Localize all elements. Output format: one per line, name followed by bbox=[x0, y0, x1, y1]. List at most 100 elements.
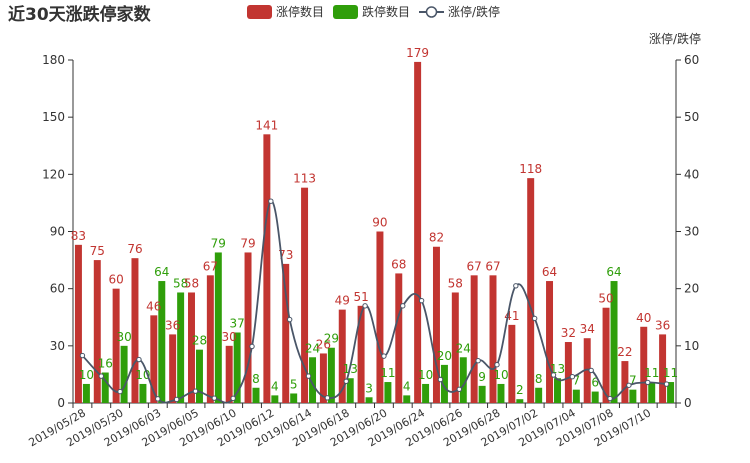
bar-up-label: 179 bbox=[406, 46, 429, 60]
bar-down bbox=[554, 378, 561, 403]
bar-down-label: 58 bbox=[173, 276, 188, 290]
ratio-point bbox=[79, 352, 86, 359]
bar-down-label: 10 bbox=[493, 368, 508, 382]
bar-down-label: 64 bbox=[154, 265, 169, 279]
bar-down-label: 3 bbox=[365, 381, 373, 395]
bar-up bbox=[376, 231, 384, 403]
bar-down bbox=[327, 347, 335, 403]
ratio-point bbox=[513, 283, 519, 289]
bar-up bbox=[640, 326, 648, 403]
bar-down-label: 5 bbox=[290, 377, 298, 391]
y-tick-label: 60 bbox=[50, 282, 65, 296]
ratio-point bbox=[607, 395, 613, 402]
bar-up bbox=[112, 288, 120, 403]
bar-down-label: 6 bbox=[591, 376, 599, 390]
y2-tick-label: 40 bbox=[684, 167, 699, 181]
y-tick-label: 0 bbox=[57, 396, 65, 410]
ratio-point bbox=[155, 396, 161, 402]
bar-down bbox=[346, 378, 354, 403]
bar-up-label: 82 bbox=[429, 231, 444, 245]
bar-up-label: 79 bbox=[240, 236, 255, 250]
bar-up-label: 60 bbox=[108, 273, 123, 287]
bar-up bbox=[395, 273, 403, 403]
legend[interactable]: 涨停数目 跌停数目 涨停/跌停 bbox=[247, 4, 500, 19]
ratio-point bbox=[230, 395, 236, 402]
ratio-point bbox=[569, 374, 576, 380]
bar-up-label: 68 bbox=[391, 257, 406, 271]
bar-up bbox=[659, 334, 667, 403]
bar-up bbox=[527, 178, 535, 403]
bar-up bbox=[225, 345, 233, 403]
legend-swatch-down bbox=[333, 5, 358, 19]
bar-up bbox=[188, 292, 195, 403]
bar-down bbox=[478, 385, 486, 403]
ratio-point bbox=[400, 303, 406, 309]
bar-up bbox=[357, 305, 365, 403]
bar-up-label: 58 bbox=[184, 276, 199, 290]
bar-up bbox=[489, 275, 497, 403]
bar-up bbox=[131, 258, 139, 403]
bar-up bbox=[338, 309, 346, 403]
bar-down-label: 28 bbox=[192, 334, 207, 348]
legend-item-down[interactable]: 跌停数目 bbox=[333, 4, 410, 19]
bar-down bbox=[459, 357, 467, 403]
bar-down bbox=[535, 387, 543, 403]
bar-down bbox=[497, 383, 505, 403]
ratio-point bbox=[475, 357, 481, 364]
y2-tick-label: 50 bbox=[684, 110, 699, 124]
ratio-point bbox=[645, 379, 651, 386]
bar-up-label: 49 bbox=[335, 294, 350, 308]
bar-down-label: 79 bbox=[211, 236, 226, 250]
bar-up bbox=[301, 187, 309, 403]
bar-up-label: 40 bbox=[636, 311, 651, 325]
bar-down-label: 4 bbox=[271, 379, 279, 393]
bar-down-label: 10 bbox=[79, 368, 94, 382]
ratio-point bbox=[268, 198, 274, 204]
plot-area: 030609012015018001020304050602019/05/282… bbox=[27, 46, 700, 449]
bar-down-label: 11 bbox=[644, 366, 659, 380]
bar-up-label: 46 bbox=[146, 299, 161, 313]
bar-up bbox=[451, 292, 459, 403]
bar-up-label: 75 bbox=[90, 244, 105, 258]
bar-up-label: 67 bbox=[467, 259, 482, 273]
ratio-point bbox=[343, 378, 349, 384]
bar-up-label: 50 bbox=[598, 292, 613, 306]
bar-down bbox=[195, 349, 203, 403]
ratio-line bbox=[81, 200, 667, 404]
bar-up-label: 51 bbox=[353, 290, 368, 304]
bar-up bbox=[414, 61, 422, 404]
ratio-point bbox=[173, 396, 180, 403]
ratio-point bbox=[249, 343, 255, 350]
bar-down-label: 7 bbox=[573, 374, 581, 388]
ratio-point bbox=[305, 373, 312, 379]
y-tick-label: 90 bbox=[50, 225, 65, 239]
bar-down bbox=[177, 292, 185, 403]
ratio-point bbox=[287, 316, 293, 323]
legend-item-up[interactable]: 涨停数目 bbox=[247, 4, 324, 19]
bar-down-label: 8 bbox=[535, 372, 543, 386]
bar-down bbox=[440, 364, 448, 403]
bar-up-label: 36 bbox=[655, 318, 670, 332]
bar-down bbox=[572, 389, 580, 403]
y-tick-label: 150 bbox=[42, 110, 65, 124]
y2-tick-label: 30 bbox=[684, 225, 699, 239]
bar-down-label: 10 bbox=[418, 368, 433, 382]
bar-up-label: 26 bbox=[316, 337, 331, 351]
bar-up bbox=[263, 134, 271, 404]
bar-up-label: 36 bbox=[165, 318, 180, 332]
bar-up-label: 67 bbox=[485, 259, 500, 273]
bar-down bbox=[252, 387, 260, 403]
bar-up-label: 76 bbox=[127, 242, 142, 256]
bar-up-label: 90 bbox=[372, 216, 387, 230]
ratio-point bbox=[211, 395, 218, 401]
bar-up bbox=[319, 353, 327, 403]
bar-up-label: 30 bbox=[222, 330, 237, 344]
ratio-point bbox=[494, 361, 500, 368]
bar-down bbox=[422, 383, 430, 403]
y2-tick-label: 10 bbox=[684, 339, 699, 353]
legend-item-ratio[interactable]: 涨停/跌停 bbox=[419, 4, 500, 19]
bar-down-label: 30 bbox=[116, 330, 131, 344]
legend-label-down: 跌停数目 bbox=[362, 4, 410, 19]
ratio-point bbox=[324, 395, 331, 401]
bar-up bbox=[169, 334, 177, 403]
